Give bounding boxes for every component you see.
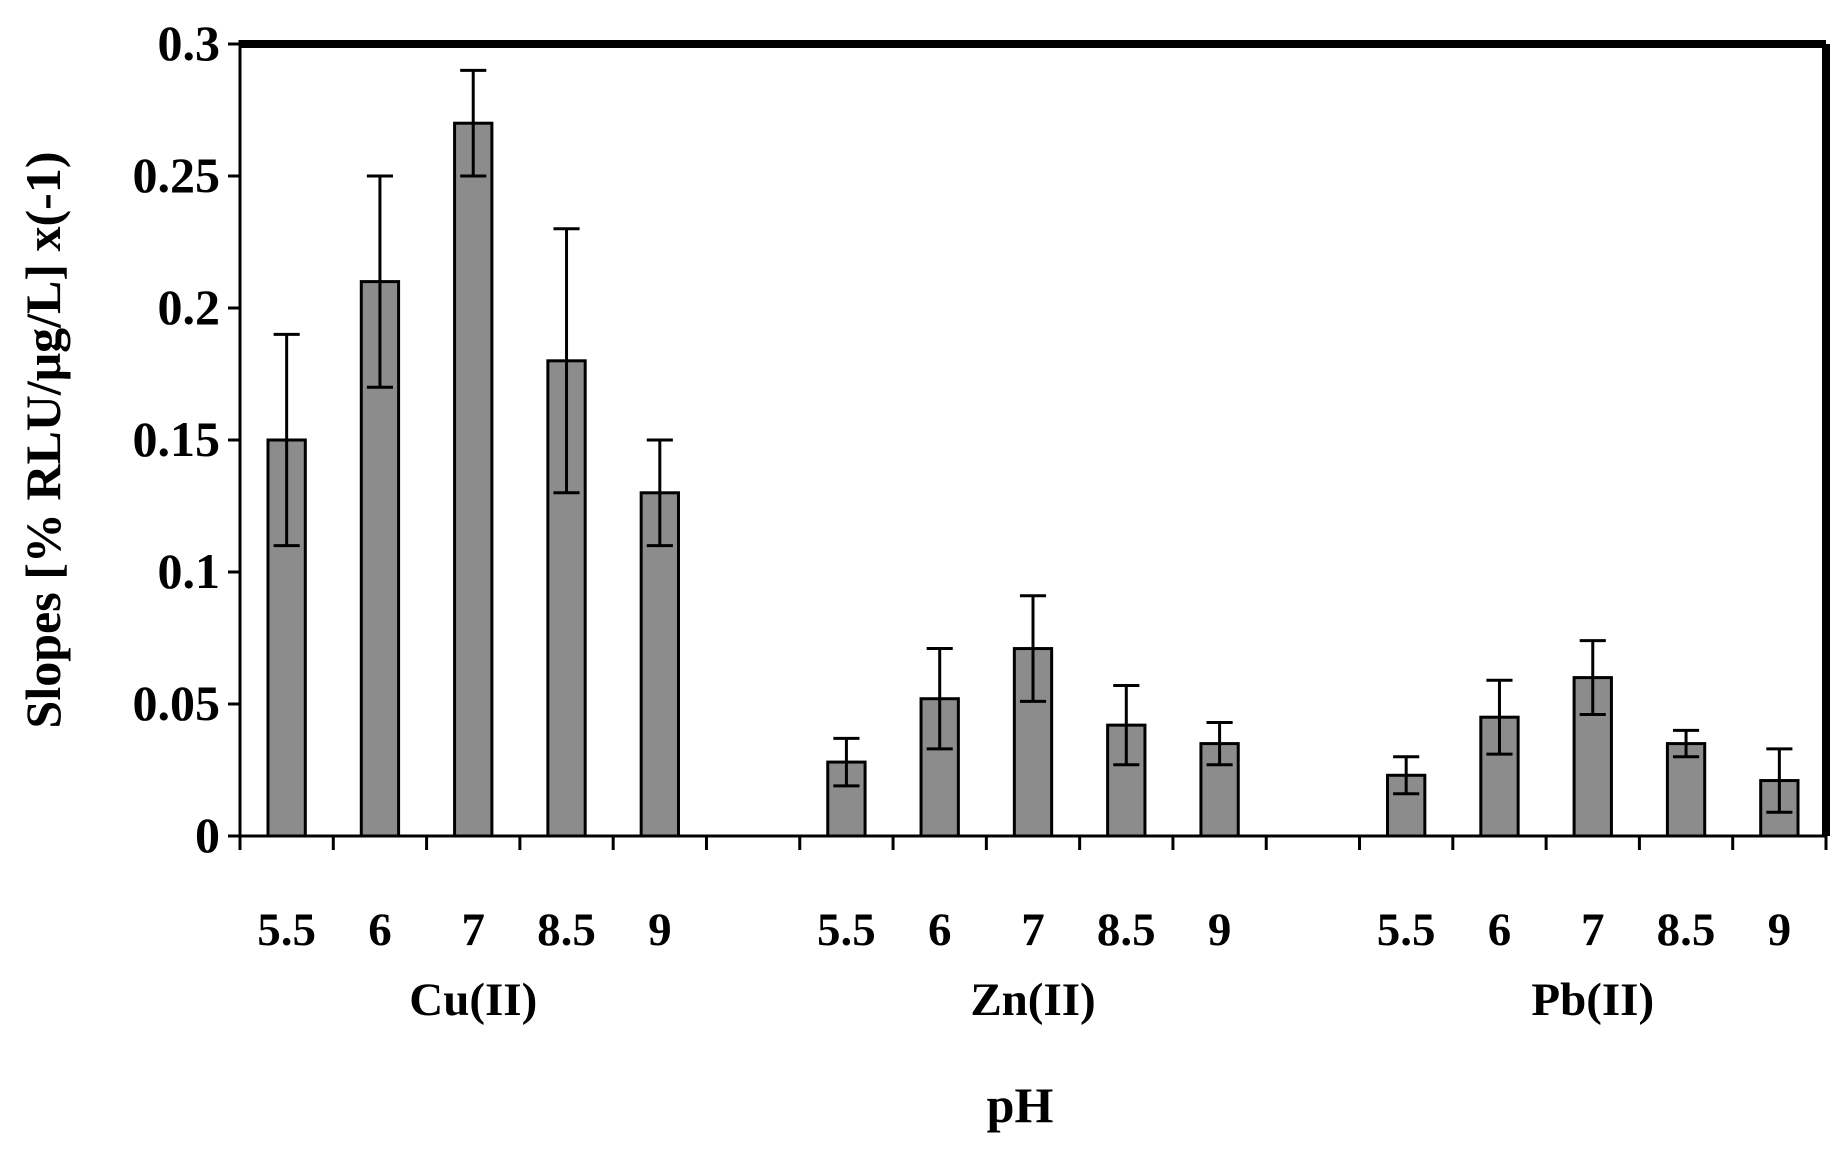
y-tick-label: 0.05 xyxy=(133,675,221,731)
x-tick-label: 5.5 xyxy=(1377,904,1436,956)
x-axis: 5.5 6 7 8.5 9 Cu(II) 5.5 6 7 8.5 9 Zn(II) 5.5 6 7 8.5 9 P… xyxy=(238,836,1828,1026)
error-bar xyxy=(273,332,300,548)
error-bar xyxy=(1113,684,1140,767)
y-tick-label: 0.3 xyxy=(158,15,221,71)
error-bar xyxy=(926,647,953,751)
error-bar xyxy=(553,227,580,495)
error-bar xyxy=(1486,678,1513,756)
bars xyxy=(266,121,1800,838)
plot-frame xyxy=(238,40,1830,838)
x-tick-label: 7 xyxy=(1021,904,1045,956)
y-tick-label: 0.25 xyxy=(133,147,221,203)
group-label: Zn(II) xyxy=(970,974,1095,1026)
error-bar xyxy=(1393,755,1420,796)
error-bar xyxy=(833,736,860,788)
x-tick-label: 9 xyxy=(1768,904,1792,956)
x-tick-label: 8.5 xyxy=(1097,904,1156,956)
x-axis-title: pH xyxy=(987,1077,1054,1133)
bar-cuii-ph-9 xyxy=(639,491,680,838)
error-bar xyxy=(1206,720,1233,767)
group-label: Cu(II) xyxy=(409,974,537,1026)
y-tick-label: 0.15 xyxy=(133,411,221,467)
x-tick-label: 6 xyxy=(1488,904,1512,956)
error-bar xyxy=(366,174,394,389)
error-bar xyxy=(460,68,487,178)
x-tick-label: 6 xyxy=(368,904,392,956)
y-tick-label: 0.1 xyxy=(158,543,221,599)
x-tick-label: 8.5 xyxy=(537,904,596,956)
error-bar xyxy=(646,438,673,548)
y-tick-label: 0.2 xyxy=(158,279,221,335)
error-bar xyxy=(1579,639,1606,717)
error-bar xyxy=(1766,747,1793,814)
error-bar xyxy=(1672,728,1700,759)
y-tick-label: 0 xyxy=(195,807,220,863)
x-tick-label: 6 xyxy=(928,904,952,956)
x-tick-label: 7 xyxy=(461,904,485,956)
x-tick-label: 8.5 xyxy=(1657,904,1716,956)
error-bars xyxy=(273,68,1793,814)
group-label: Pb(II) xyxy=(1531,974,1654,1026)
error-bar xyxy=(1019,594,1047,703)
x-tick-label: 9 xyxy=(648,904,672,956)
x-tick-label: 5.5 xyxy=(817,904,876,956)
x-tick-label: 5.5 xyxy=(257,904,316,956)
y-axis: 0 0.05 0.1 0.15 0.2 0.25 0.3 xyxy=(133,15,240,863)
bar-cuii-ph-7 xyxy=(453,121,494,838)
bar-znii-ph-5-5 xyxy=(826,760,867,838)
y-axis-title: Slopes [% RLU/μg/L] x(-1) xyxy=(15,152,71,729)
x-tick-label: 7 xyxy=(1581,904,1605,956)
x-tick-label: 9 xyxy=(1208,904,1232,956)
